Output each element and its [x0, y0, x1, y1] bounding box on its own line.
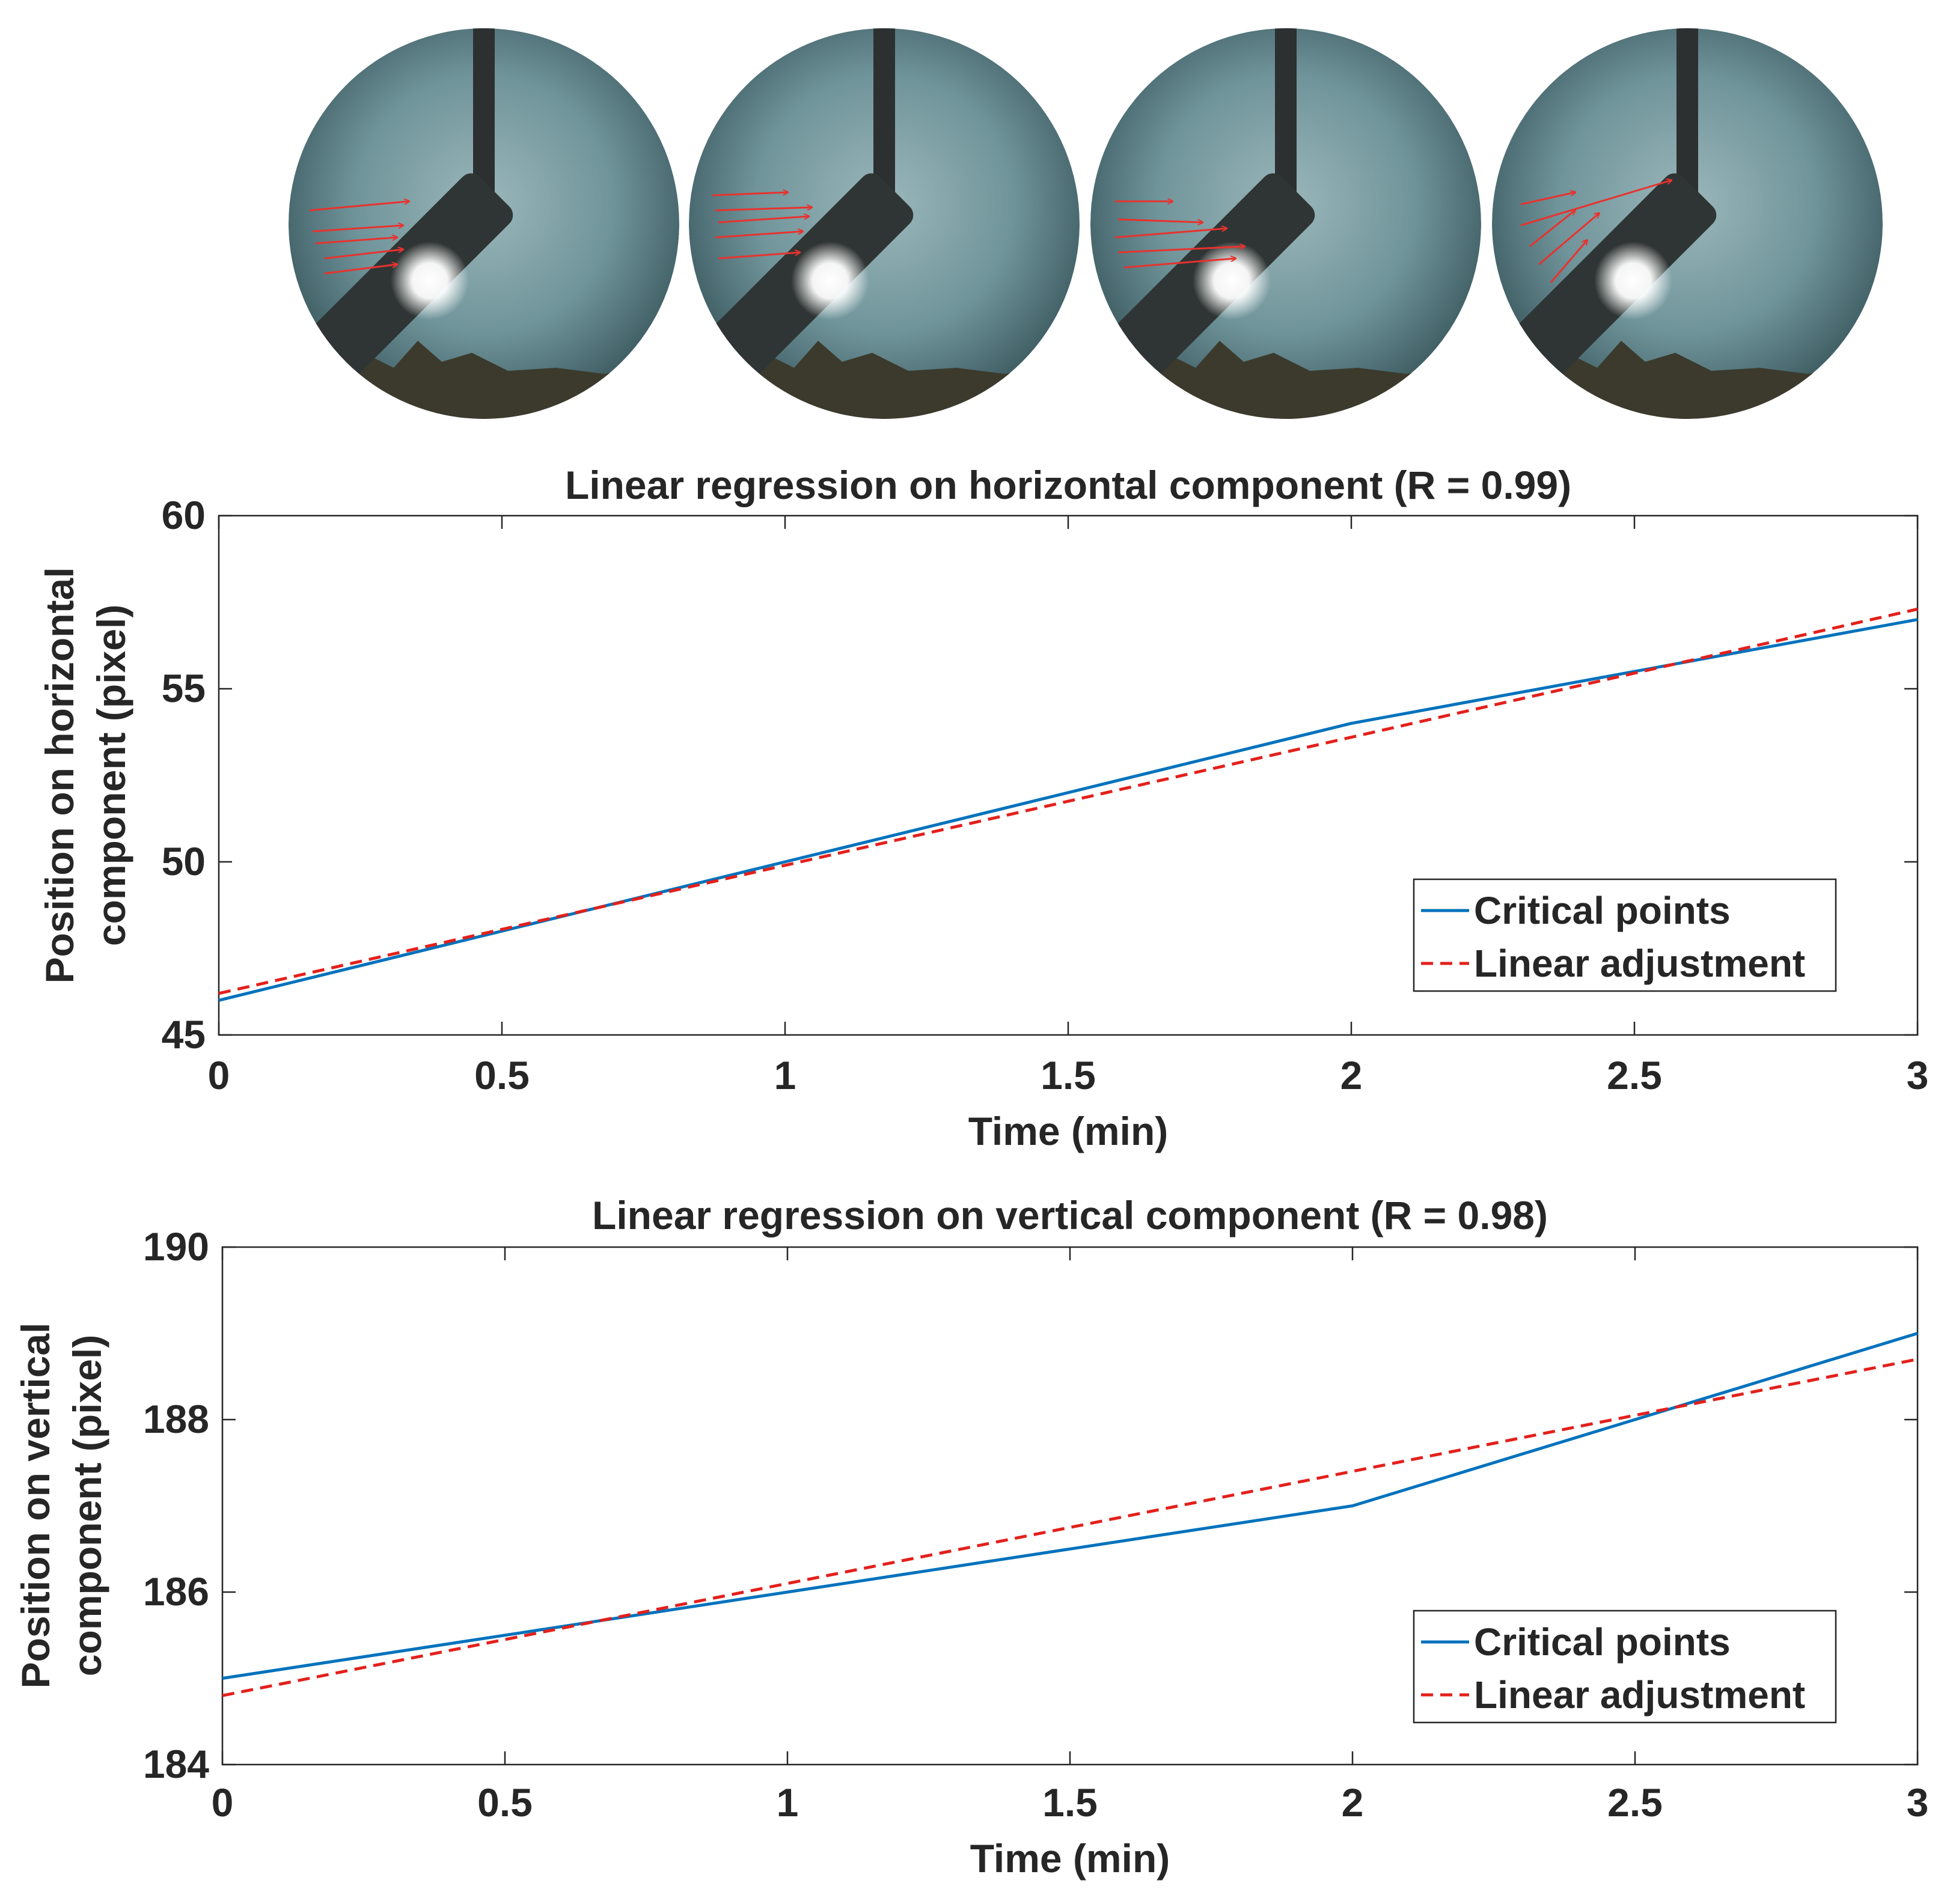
- legend-box: [1413, 878, 1837, 992]
- x-tick-label: 2: [1342, 1780, 1364, 1825]
- x-tick-label: 3: [1907, 1780, 1929, 1825]
- y-axis-label-line-1: Position on vertical: [13, 1323, 58, 1689]
- x-tick-label: 1.5: [1042, 1780, 1098, 1825]
- chart-title: Linear regression on vertical component …: [592, 1193, 1548, 1237]
- x-tick-label: 0.5: [477, 1780, 533, 1825]
- vertical-component-chart: 0 0.5 1 1.5 2 2.5 3 184 186 188 190 Linear regressi…: [13, 1193, 1928, 1881]
- x-tick-label: 2: [1340, 1053, 1363, 1097]
- x-tick-label: 1: [774, 1053, 796, 1097]
- x-tick-label: 2.5: [1607, 1053, 1662, 1097]
- x-axis-label: Time (min): [968, 1109, 1168, 1153]
- y-tick-label: 186: [143, 1569, 209, 1614]
- series-critical-points-line: [222, 1332, 1918, 1680]
- x-tick-label: 3: [1907, 1053, 1929, 1097]
- y-axis-label-line-1: Position on horizontal: [37, 567, 82, 984]
- y-axis-label-line-2: component (pixel): [89, 605, 133, 946]
- charts: 0 0.5 1 1.5 2 2.5 3 45 50 55 60 Linear regression o…: [13, 463, 1928, 1881]
- legend: Critical points Linear adjustment: [1413, 1610, 1837, 1724]
- y-axis-label-line-2: component (pixel): [65, 1335, 109, 1676]
- y-tick-label: 188: [143, 1397, 209, 1441]
- legend-entry-label: Linear adjustment: [1474, 1673, 1805, 1716]
- x-tick-label: 2.5: [1607, 1780, 1663, 1825]
- y-tick-label: 184: [143, 1742, 209, 1786]
- legend-box: [1413, 1610, 1837, 1724]
- legend-entry-label: Critical points: [1474, 889, 1731, 932]
- x-tick-label: 0: [208, 1053, 230, 1097]
- sky-image-frame-2: [689, 28, 1080, 419]
- sky-image-frame-3: [1090, 28, 1481, 419]
- legend: Critical points Linear adjustment: [1413, 878, 1837, 992]
- sky-image-frame-1: [289, 28, 679, 419]
- y-tick-label: 55: [162, 666, 206, 710]
- x-axis-label: Time (min): [970, 1836, 1170, 1881]
- y-tick-label: 60: [162, 493, 206, 537]
- x-tick-label: 1: [777, 1780, 799, 1825]
- legend-entry-label: Critical points: [1474, 1620, 1731, 1664]
- chart-title: Linear regression on horizontal componen…: [565, 463, 1571, 507]
- horizontal-component-chart: 0 0.5 1 1.5 2 2.5 3 45 50 55 60 Linear regression o…: [37, 463, 1928, 1153]
- y-tick-label: 50: [162, 839, 206, 883]
- series-critical-points-line: [218, 618, 1918, 1002]
- legend-entry-label: Linear adjustment: [1474, 942, 1805, 985]
- sky-image-frame-4: [1492, 28, 1883, 419]
- x-tick-label: 0: [212, 1780, 234, 1825]
- y-tick-label: 45: [162, 1012, 206, 1057]
- sky-image-strip: [289, 28, 1883, 419]
- x-tick-label: 1.5: [1041, 1053, 1096, 1097]
- x-tick-label: 0.5: [474, 1053, 530, 1097]
- y-tick-label: 190: [143, 1224, 209, 1269]
- series-linear-adjustment-line: [218, 608, 1918, 995]
